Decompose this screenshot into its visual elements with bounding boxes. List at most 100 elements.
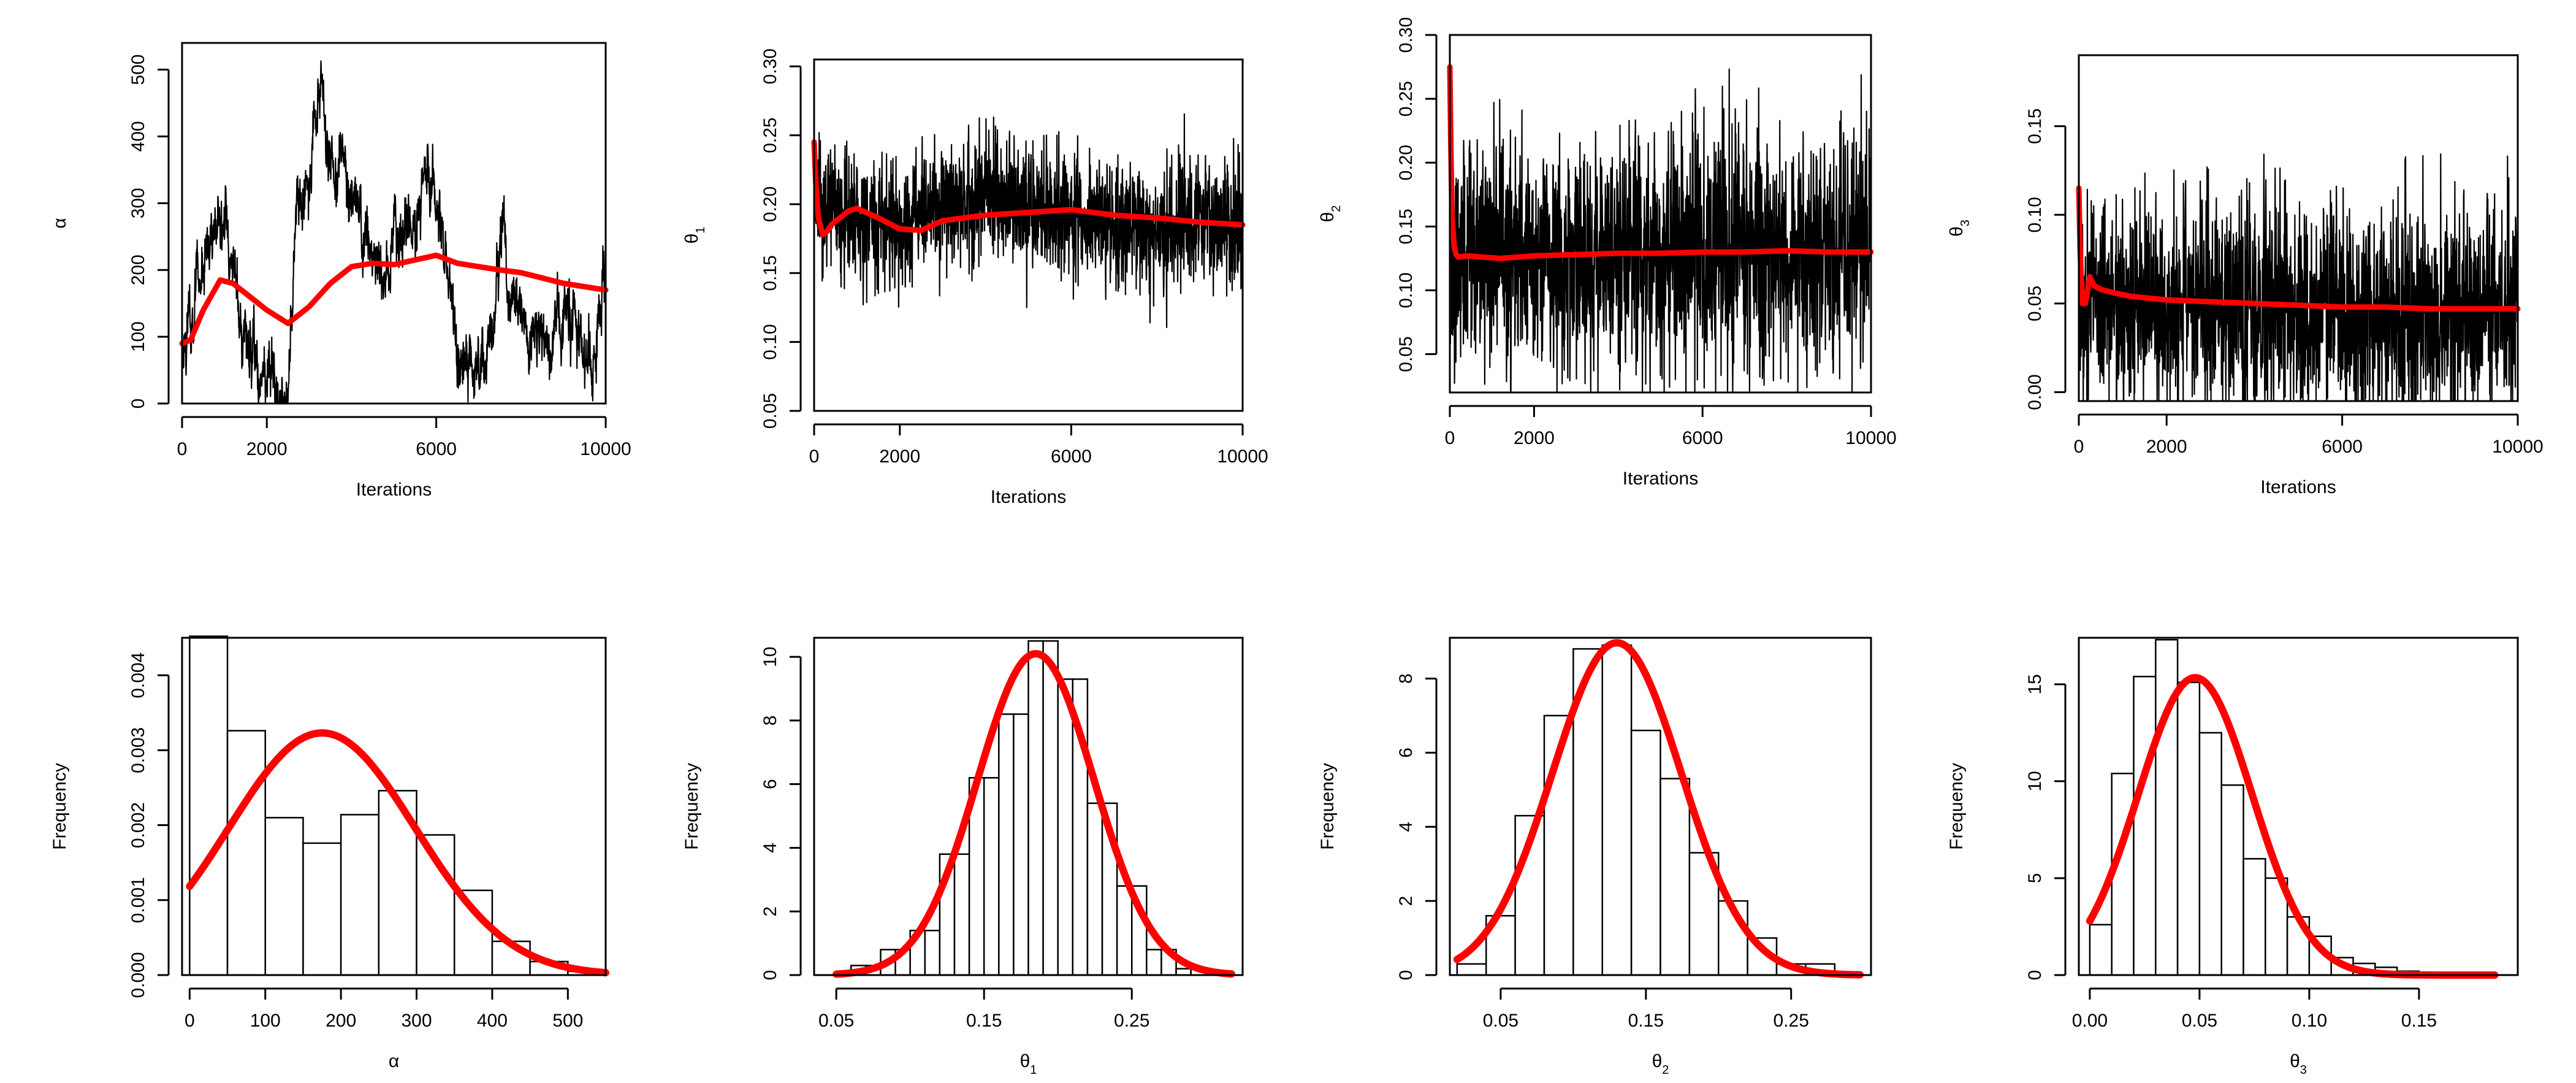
x-tick-label: 0.05 [2182, 1011, 2217, 1031]
histogram-bar [226, 730, 266, 976]
x-tick-label: 6000 [1051, 446, 1092, 467]
x-tick-label: 0 [185, 1011, 195, 1031]
y-axis-label: Frequency [1317, 763, 1338, 850]
y-axis-label: Frequency [50, 763, 70, 850]
y-tick-label: 8 [760, 716, 780, 726]
mcmc-trace-line [813, 113, 1244, 329]
y-axis-label: α [50, 218, 70, 228]
trace-plot-panel: 0 2000 6000 10000 0.05 0.10 0.15 0.20 0.25 0.30 It… [1317, 17, 1897, 489]
running-mean-line [2076, 185, 2521, 312]
x-axis-label-subscript: 1 [1030, 1063, 1037, 1077]
histogram-bar [2133, 675, 2157, 976]
x-tick-label: 0 [1445, 428, 1455, 448]
y-axis-label-subscript: 1 [694, 227, 707, 234]
histogram-bar [1027, 640, 1044, 976]
histogram-bar [998, 713, 1015, 976]
density-curve [833, 650, 1235, 978]
x-axis-label: Iterations [1623, 469, 1698, 489]
histogram-panel: 0.00 0.05 0.10 0.15 0 5 10 15 θ3 Frequency [1946, 637, 2519, 1077]
y-tick-label: 4 [1396, 822, 1416, 832]
trace-plot-panel: 0 2000 6000 10000 0 100 200 300 400 500 Iterations… [50, 42, 631, 500]
x-tick-label: 0.05 [818, 1011, 854, 1031]
y-tick-label: 10 [760, 646, 780, 667]
x-tick-label: 0.15 [2401, 1011, 2437, 1031]
histogram-bar [1116, 885, 1133, 976]
x-tick-label: 0.15 [1628, 1011, 1664, 1031]
y-tick-label: 6 [1396, 748, 1416, 758]
y-tick-label: 2 [760, 906, 780, 917]
y-tick-label: 0.30 [1396, 17, 1416, 53]
plot-frame [181, 42, 607, 405]
y-tick-label: 0.25 [1396, 81, 1416, 117]
x-tick-label: 0.10 [2292, 1011, 2327, 1031]
plot-frame [1449, 34, 1872, 394]
density-curve [1453, 639, 1864, 979]
x-tick-label: 10000 [580, 439, 631, 459]
x-axis-label-subscript: 2 [1662, 1063, 1669, 1077]
y-tick-label: 0.001 [128, 877, 148, 923]
y-axis-label: Frequency [1946, 763, 1967, 850]
histogram-bar [2089, 924, 2113, 976]
x-tick-label: 300 [401, 1011, 432, 1031]
y-tick-label: 8 [1396, 673, 1416, 684]
histogram-bar [264, 817, 304, 976]
plot-frame [813, 637, 1244, 976]
histogram-panel: 0 100 200 300 400 500 0.000 0.001 0.002 0.003 0.00… [50, 635, 609, 1071]
y-tick-label: 0.10 [760, 324, 780, 359]
x-tick-label: 0 [809, 446, 820, 467]
x-axis-label: Iterations [2260, 477, 2336, 497]
plot-frame [1449, 637, 1872, 976]
y-tick-label: 300 [128, 188, 148, 218]
x-tick-label: 400 [477, 1011, 508, 1031]
histogram-bar [1630, 729, 1661, 976]
y-tick-label: 0.05 [760, 393, 780, 429]
y-tick-label: 200 [128, 254, 148, 285]
y-tick-label: 0 [2025, 970, 2045, 981]
x-tick-label: 2000 [1514, 428, 1555, 448]
x-axis-label-subscript: 3 [2300, 1063, 2307, 1077]
x-tick-label: 6000 [2322, 437, 2363, 457]
y-axis-label: θ2 [1317, 205, 1343, 223]
x-tick-label: 0 [177, 439, 188, 459]
y-tick-label: 0.20 [760, 186, 780, 222]
x-tick-label: 2000 [2146, 437, 2187, 457]
y-tick-label: 5 [2025, 873, 2045, 884]
histogram-panel: 0.05 0.15 0.25 0 2 4 6 8 θ2 Frequency [1317, 637, 1872, 1077]
running-mean-line [179, 252, 609, 346]
plot-frame [2078, 54, 2519, 402]
y-axis-label: Frequency [682, 763, 702, 850]
y-tick-label: 400 [128, 121, 148, 151]
x-tick-label: 0.15 [966, 1011, 1002, 1031]
y-tick-label: 0.25 [760, 117, 780, 153]
y-tick-label: 500 [128, 55, 148, 85]
x-axis-label: Iterations [991, 487, 1066, 507]
trace-plot-panel: 0 2000 6000 10000 0.05 0.10 0.15 0.20 0.25 0.30 It… [682, 48, 1268, 507]
x-tick-label: 10000 [1217, 446, 1268, 467]
y-tick-label: 6 [760, 779, 780, 789]
y-tick-label: 0 [760, 970, 780, 981]
y-tick-label: 0.10 [2025, 197, 2045, 232]
histogram-bar [1175, 968, 1192, 976]
histogram-bar [1013, 713, 1029, 976]
histogram-bar [1086, 802, 1103, 976]
x-tick-label: 0.00 [2072, 1011, 2108, 1031]
x-axis-label: α [389, 1051, 399, 1071]
histogram-bar [1042, 640, 1059, 976]
y-tick-label: 100 [128, 321, 148, 352]
y-tick-label: 0.15 [2025, 108, 2045, 144]
y-tick-label: 0.30 [760, 48, 780, 84]
y-tick-label: 0 [1396, 970, 1416, 981]
x-tick-label: 0 [2074, 437, 2084, 457]
histogram-bar [1601, 644, 1633, 976]
y-tick-label: 0 [128, 399, 148, 409]
mcmc-trace-line [2078, 153, 2519, 402]
histogram-bar [2176, 681, 2201, 976]
y-tick-label: 0.20 [1396, 145, 1416, 180]
histogram-bar [189, 635, 229, 976]
x-tick-label: 100 [250, 1011, 281, 1031]
x-tick-label: 0.25 [1114, 1011, 1149, 1031]
y-tick-label: 0.05 [2025, 286, 2045, 321]
mcmc-trace-line [181, 60, 607, 405]
histogram-bar [2220, 784, 2244, 976]
